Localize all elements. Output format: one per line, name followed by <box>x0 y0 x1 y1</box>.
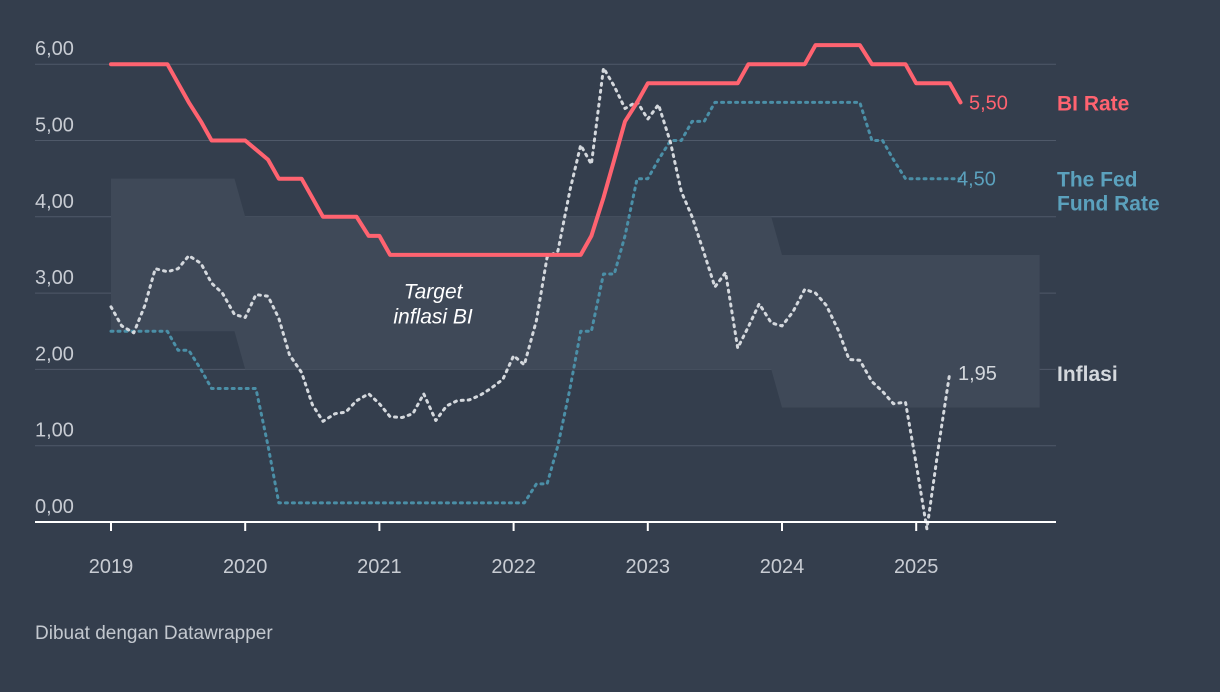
y-tick-label: 0,00 <box>35 496 74 518</box>
target-band-label: Target <box>404 280 464 303</box>
end-value-label: 4,50 <box>957 169 996 191</box>
legend-label-fed-rate: Fund Rate <box>1057 193 1160 216</box>
target-band <box>111 178 1040 408</box>
y-tick-label: 4,00 <box>35 191 74 213</box>
x-tick-label: 2023 <box>626 556 671 578</box>
series-line-inflasi <box>109 66 952 531</box>
credit-text: Dibuat dengan Datawrapper <box>35 623 273 644</box>
legend-label-inflation: Inflasi <box>1057 363 1118 386</box>
x-tick-label: 2021 <box>357 556 402 578</box>
y-tick-label: 2,00 <box>35 343 74 365</box>
legend-label-fed-rate: The Fed <box>1057 169 1138 192</box>
y-tick-label: 1,00 <box>35 420 74 442</box>
x-tick-label: 2024 <box>760 556 805 578</box>
x-tick-label: 2020 <box>223 556 268 578</box>
series-line-the-fed-fund-rate <box>109 100 962 505</box>
y-tick-label: 5,00 <box>35 115 74 137</box>
end-value-label: 1,95 <box>958 363 997 385</box>
end-value-label: 5,50 <box>969 92 1008 114</box>
y-tick-label: 6,00 <box>35 38 74 60</box>
x-tick-label: 2019 <box>89 556 134 578</box>
y-tick-label: 3,00 <box>35 267 74 289</box>
legend-label-bi-rate: BI Rate <box>1057 92 1129 115</box>
target-band-label: inflasi BI <box>393 306 473 329</box>
series-line-bi-rate <box>109 43 963 257</box>
x-tick-label: 2022 <box>491 556 536 578</box>
x-tick-label: 2025 <box>894 556 939 578</box>
